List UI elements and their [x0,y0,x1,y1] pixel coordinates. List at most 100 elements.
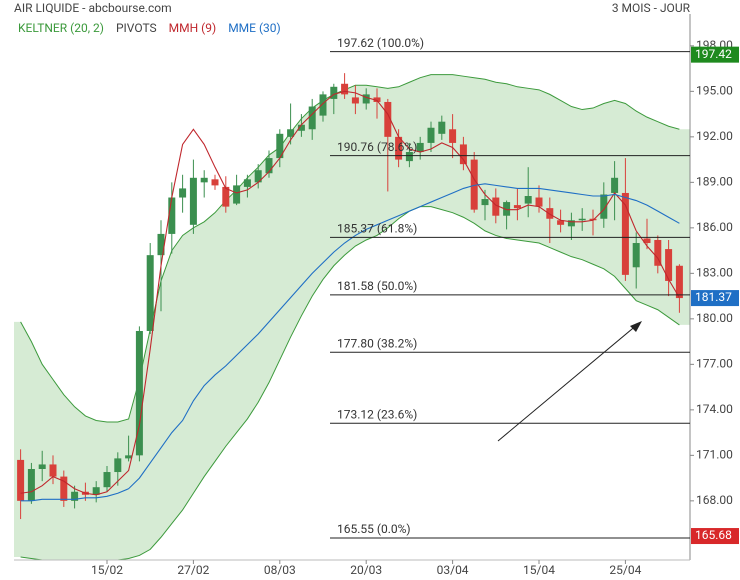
keltner-fill [14,74,690,560]
candle-body [621,192,629,275]
fib-label: 185.37 (61.8%) [337,222,417,236]
candle-body [276,133,284,159]
candle-body [60,476,68,501]
legend-entry: PIVOTS [116,21,157,35]
candle-body [416,142,424,153]
y-tick-label: 180.00 [696,311,733,325]
candle-body [470,159,478,210]
price-tag-label: 181.37 [695,290,732,304]
candle-body [308,106,316,130]
price-tag-label: 197.42 [695,47,732,61]
price-tag [691,528,739,545]
candle-body [319,94,327,116]
fib-label: 177.80 (38.2%) [337,336,417,350]
fib-label: 197.62 (100.0%) [337,36,424,50]
candle-body [233,185,241,204]
candle-body [438,121,446,134]
y-tick-label: 186.00 [696,220,733,234]
candle-body [297,124,305,131]
y-tick-label: 171.00 [696,448,733,462]
candle-body [27,469,35,501]
candle-body [535,197,543,207]
candle-body [427,127,435,143]
x-tick-label: 03/04 [437,563,469,577]
candle-body [362,94,370,104]
candle-body [17,459,25,501]
y-tick-label: 183.00 [696,266,733,280]
candle-body [125,455,133,459]
chart-subtitle: 3 MOIS - JOUR [612,1,691,15]
candle-body [395,136,403,160]
candle-body [546,208,554,219]
x-tick-label: 15/04 [523,563,555,577]
candle-body [330,86,338,99]
candle-body [675,265,683,299]
fib-label: 165.55 (0.0%) [337,522,411,536]
price-tag [691,46,739,63]
y-tick-label: 168.00 [696,493,733,507]
candle-body [157,233,165,256]
x-tick-label: 20/03 [350,563,382,577]
candle-body [38,464,46,469]
legend-entry: MMH (9) [169,21,217,35]
candle-body [211,179,219,186]
candle-body [179,188,187,198]
candle-body [146,255,154,331]
fib-label: 173.12 (23.6%) [337,407,417,421]
candle-body [243,179,251,187]
x-tick-label: 25/04 [609,563,641,577]
fib-label: 190.76 (78.6%) [337,140,417,154]
candle-body [567,220,575,227]
candle-body [189,177,197,225]
y-tick-label: 189.00 [696,175,733,189]
candle-body [578,218,586,221]
y-tick-label: 174.00 [696,402,733,416]
candle-body [611,177,619,193]
candle-body [513,205,521,209]
candle-body [135,330,143,456]
candle-body [200,177,208,183]
candle-body [114,458,122,473]
arrow-head [630,321,642,332]
candle-body [103,472,111,488]
candle-body [49,464,57,477]
candle-body [654,239,662,266]
candle-body [632,243,640,268]
legend-entry: KELTNER (20, 2) [18,21,104,35]
candle-body [405,152,413,162]
arrow-line [497,323,639,442]
chart-title: AIR LIQUIDE - abcbourse.com [14,1,172,15]
price-tag-label: 165.68 [695,528,732,542]
candle-body [449,129,457,143]
candle-body [557,220,565,225]
candle-body [492,197,500,216]
candle-body [254,170,262,183]
candle-body [92,487,100,495]
candle-body [373,97,381,102]
y-tick-label: 192.00 [696,129,733,143]
y-tick-label: 177.00 [696,357,733,371]
candle-body [222,186,230,207]
plot-area [14,73,690,560]
candle-body [503,202,511,216]
candle-body [459,144,467,165]
candle-body [265,158,273,174]
candle-body [287,129,295,137]
keltner-lower [20,206,680,560]
candle-body [168,197,176,234]
ma-line [20,90,680,496]
fib-label: 181.58 (50.0%) [337,279,417,293]
candle-body [665,249,673,281]
candle-body [384,101,392,137]
candle-body [341,83,349,95]
x-tick-label: 27/02 [177,563,209,577]
keltner-upper [20,74,680,423]
candle-body [600,194,608,219]
y-tick-label: 195.00 [696,84,733,98]
candle-body [351,97,359,104]
price-tag [691,290,739,307]
legend-entry: MME (30) [228,21,281,35]
x-tick-label: 15/02 [91,563,123,577]
candle-body [71,491,79,501]
